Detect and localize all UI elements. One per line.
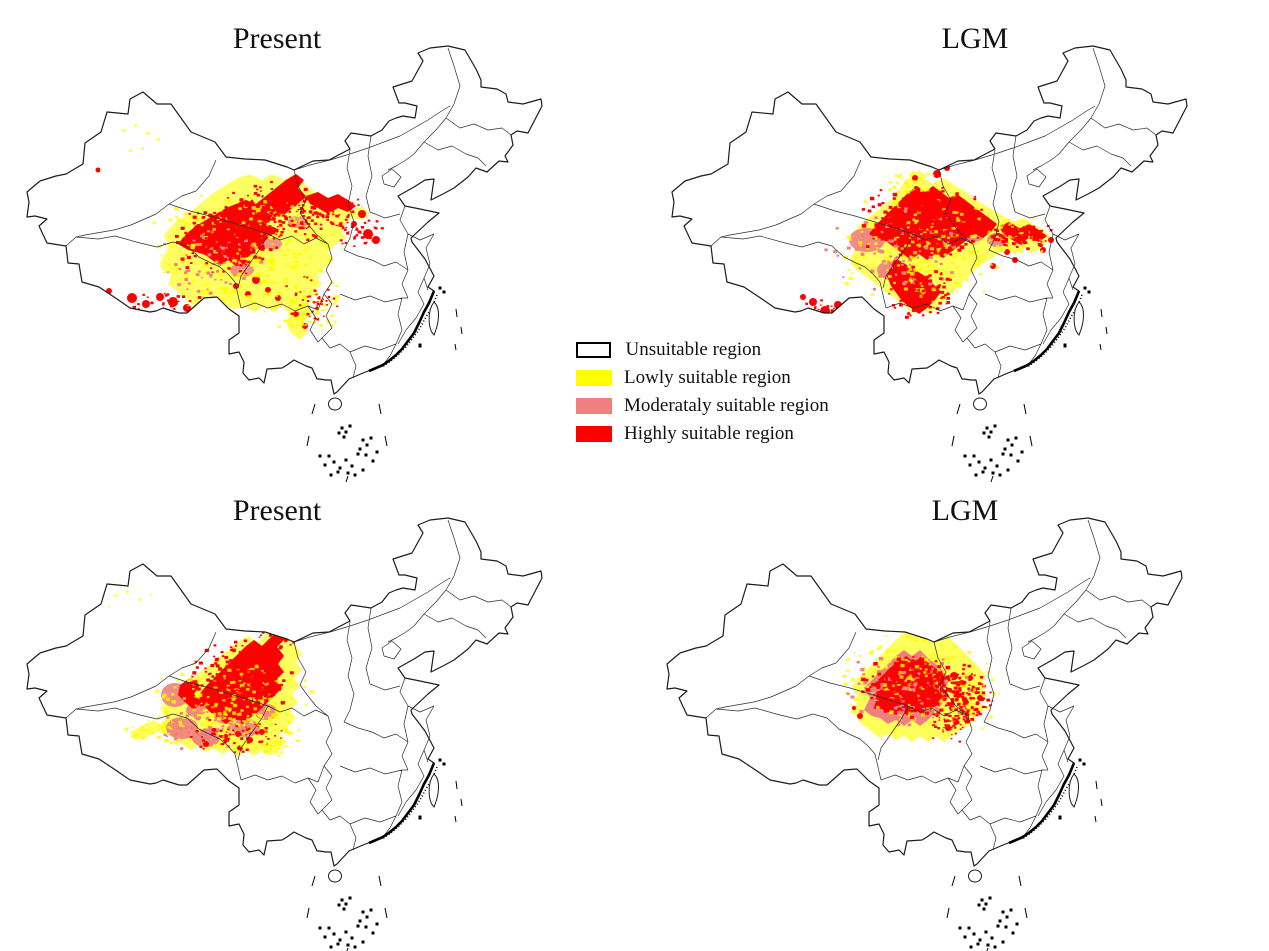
- legend-label: Moderataly suitable region: [624, 395, 829, 416]
- legend-row-moderately: Moderataly suitable region: [576, 392, 829, 420]
- distribution-layer: [108, 590, 315, 758]
- panel-title: LGM: [931, 494, 999, 527]
- distribution-speckles: [805, 171, 1053, 319]
- map-panel-top-left: Present: [10, 8, 610, 483]
- china-map-lgm-bottom: [650, 480, 1250, 951]
- legend-row-unsuitable: Unsuitable region: [576, 336, 829, 364]
- legend-label: Lowly suitable region: [624, 367, 791, 388]
- legend-label: Unsuitable region: [625, 339, 762, 360]
- panel-title: LGM: [941, 22, 1009, 55]
- legend-row-lowly: Lowly suitable region: [576, 364, 829, 392]
- legend-label: Highly suitable region: [624, 423, 794, 444]
- legend-swatch-unsuitable: [576, 342, 611, 358]
- legend-swatch-highly-suitable: [576, 426, 612, 442]
- map-panel-bottom-left: Present: [10, 480, 610, 951]
- legend-row-highly: Highly suitable region: [576, 420, 829, 448]
- china-map-present-top: [10, 8, 610, 483]
- distribution-speckles: [842, 616, 1000, 743]
- legend-swatch-moderately-suitable: [576, 398, 612, 414]
- china-map-present-bottom: [10, 480, 610, 951]
- legend-swatch-lowly-suitable: [576, 370, 612, 386]
- panel-title: Present: [232, 494, 322, 527]
- distribution-layer: [800, 165, 1054, 319]
- map-panel-top-right: LGM: [655, 8, 1255, 483]
- legend: Unsuitable region Lowly suitable region …: [576, 336, 829, 448]
- map-panel-bottom-right: LGM: [650, 480, 1250, 951]
- china-map-lgm-top: [655, 8, 1255, 483]
- panel-title: Present: [232, 22, 322, 55]
